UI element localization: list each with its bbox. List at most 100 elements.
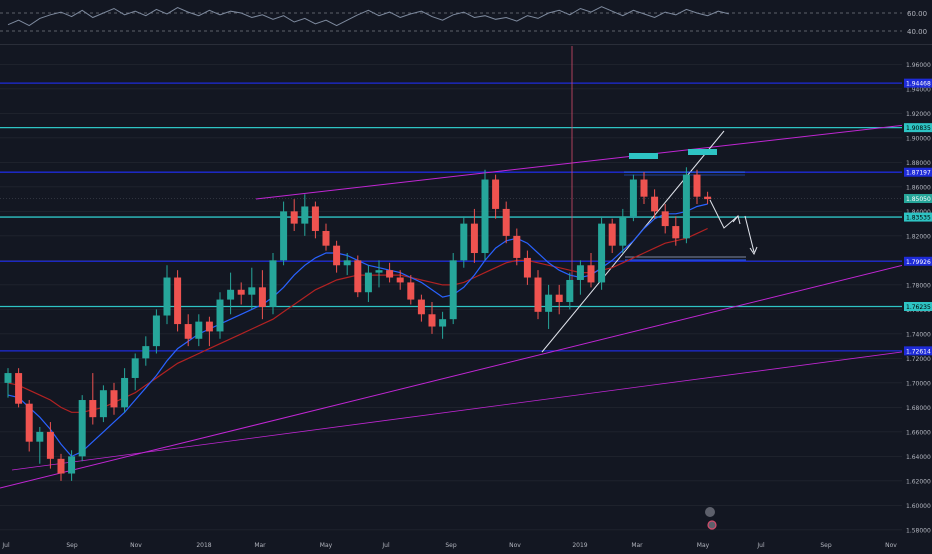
level-label-tag — [904, 167, 932, 177]
candle-body — [629, 179, 637, 217]
price-tick-label: 1.82000 — [906, 233, 931, 240]
candle-body — [89, 400, 97, 418]
candle-body — [36, 431, 44, 442]
candle-body — [513, 235, 521, 258]
candle-body — [672, 226, 680, 239]
time-axis-background — [0, 537, 932, 550]
rsi-panel: 60.00 40.00 — [0, 0, 932, 45]
candle-body — [205, 321, 213, 332]
projection-arrow-path — [744, 215, 755, 253]
arrow-head — [749, 246, 758, 256]
candle-body — [311, 206, 319, 231]
price-tick-label: 1.68000 — [906, 405, 931, 412]
candle-body — [4, 373, 12, 383]
time-tick-label: Jul — [381, 542, 390, 549]
candle-body — [46, 431, 54, 459]
price-axis: 1.96000 1.94000 1.92000 1.90000 1.88000 1.860… — [902, 45, 932, 550]
candle-body — [417, 299, 425, 315]
candle-body — [343, 260, 351, 266]
lower-channel-line — [0, 257, 932, 489]
candle-body — [566, 279, 574, 303]
candle-body — [428, 314, 436, 327]
candle-body — [439, 319, 447, 327]
level-label: 1.87197 — [906, 170, 931, 177]
level-label-tag — [904, 194, 932, 204]
top-marker — [629, 153, 658, 159]
candle-body — [651, 196, 659, 212]
chart-icons[interactable] — [705, 507, 717, 530]
time-tick-label: Sep — [820, 542, 832, 549]
candle-body — [375, 270, 383, 273]
level-label: 1.83535 — [906, 215, 931, 222]
arrow-head — [732, 214, 741, 225]
time-tick-label: Nov — [130, 542, 142, 549]
rsi-tick-label: 40.00 — [907, 28, 927, 36]
price-tick-label: 1.96000 — [906, 62, 931, 69]
candle-body — [152, 315, 160, 347]
rsi-line — [7, 6, 729, 27]
time-tick-label: Mar — [631, 542, 643, 549]
candle-body — [460, 223, 468, 261]
price-tick-label: 1.78000 — [906, 282, 931, 289]
level-label-tag — [904, 301, 932, 311]
level-label-tag — [904, 346, 932, 356]
long-trendline — [11, 347, 932, 471]
price-tick-label: 1.60000 — [906, 503, 931, 510]
candle-body — [227, 289, 235, 300]
candle-body — [470, 223, 478, 254]
candle-body — [248, 287, 256, 295]
candle-body — [619, 216, 627, 246]
candle-body — [693, 174, 701, 197]
candle-body — [68, 456, 76, 474]
price-tick-label: 1.84000 — [906, 209, 931, 216]
level-label: 1.90835 — [906, 125, 931, 132]
candle-body — [195, 321, 203, 339]
candle-body — [449, 260, 457, 320]
candle-body — [174, 277, 182, 325]
candle-body — [704, 196, 712, 200]
candle-body — [396, 277, 404, 283]
candle-body — [269, 260, 277, 307]
time-tick-label: Mar — [254, 542, 266, 549]
time-tick-label: 2019 — [572, 542, 587, 549]
candle-body — [142, 346, 150, 359]
candle-body — [481, 179, 489, 254]
rsi-tick-label: 60.00 — [907, 10, 927, 18]
candle-body — [290, 211, 298, 224]
level-label: 1.94468 — [906, 81, 931, 88]
candle-body — [640, 179, 648, 197]
candle-body — [682, 174, 690, 239]
time-tick-label: Sep — [66, 542, 78, 549]
price-tick-label: 1.94000 — [906, 86, 931, 93]
price-tick-label: 1.58000 — [906, 527, 931, 534]
projection-arrow-path — [709, 199, 739, 229]
price-tick-label: 1.62000 — [906, 478, 931, 485]
candle-body — [216, 299, 224, 332]
price-tick-label: 1.66000 — [906, 429, 931, 436]
candle-body — [110, 390, 118, 408]
rsi-background — [0, 0, 932, 44]
level-label-tag — [904, 123, 932, 133]
flag-icon[interactable] — [707, 520, 717, 530]
candle-body — [99, 390, 107, 418]
candle-body — [492, 179, 500, 209]
time-tick-label: May — [320, 542, 333, 549]
candle-body — [364, 272, 372, 293]
candle-body — [333, 245, 341, 266]
brain-icon[interactable] — [705, 507, 715, 517]
price-tick-label: 1.90000 — [906, 135, 931, 142]
price-tick-label: 1.70000 — [906, 380, 931, 387]
level-label: 1.76235 — [906, 304, 931, 311]
time-tick-label: Nov — [509, 542, 521, 549]
candle-body — [545, 294, 553, 312]
level-label-tag — [904, 256, 932, 266]
level-label: 1.85050 — [906, 196, 931, 203]
candle-body — [587, 265, 595, 283]
candle-body — [322, 230, 330, 246]
candle-body — [386, 270, 394, 278]
candle-body — [258, 287, 266, 307]
time-tick-label: Nov — [885, 542, 897, 549]
candle-body — [598, 223, 606, 283]
